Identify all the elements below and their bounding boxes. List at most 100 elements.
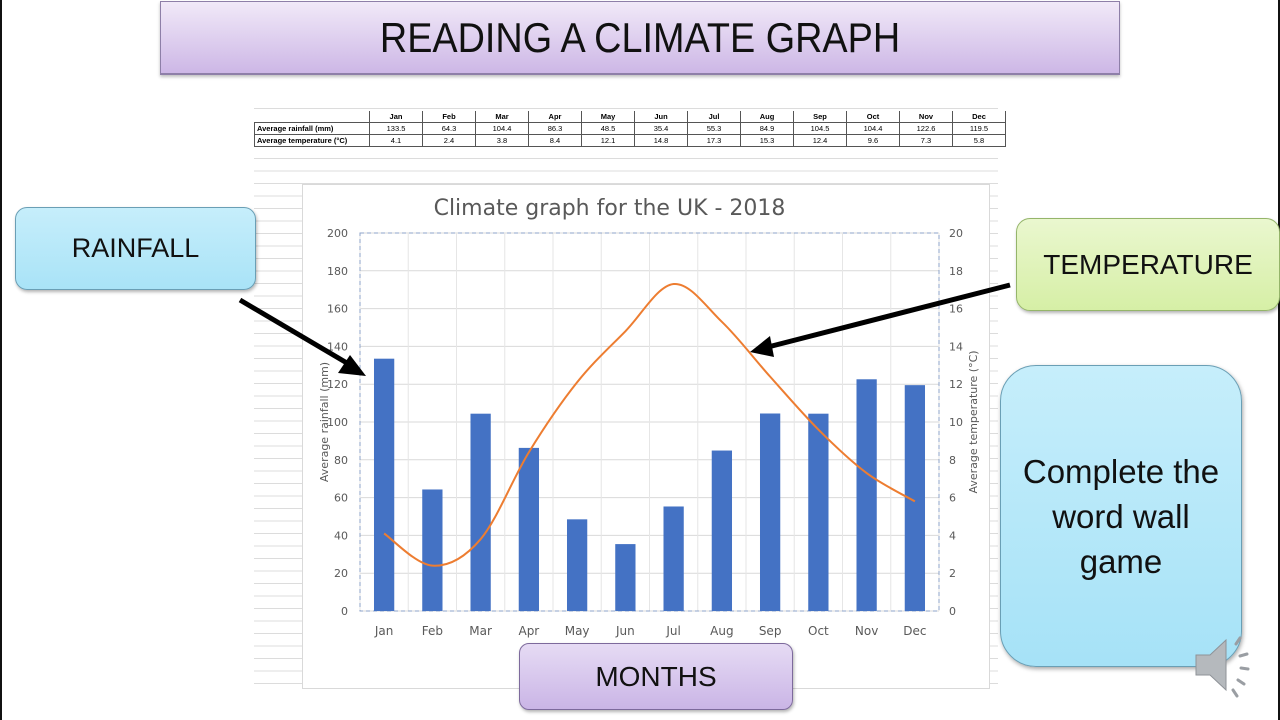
table-cell: 122.6 bbox=[899, 122, 953, 135]
rainfall-bar bbox=[759, 413, 781, 611]
rainfall-bar bbox=[904, 385, 926, 611]
y2-tick-label: 10 bbox=[949, 416, 963, 429]
table-cell: 9.6 bbox=[846, 134, 900, 147]
table-row-rainfall: Average rainfall (mm) 133.5 64.3 104.4 86.3… bbox=[254, 122, 1006, 135]
table-cell: 12.1 bbox=[581, 134, 635, 147]
column-header: Feb bbox=[422, 111, 476, 123]
x-tick-label: Sep bbox=[759, 624, 782, 638]
rainfall-bar bbox=[566, 519, 588, 611]
rainfall-bar bbox=[663, 506, 684, 611]
row-label: Average temperature (°C) bbox=[254, 134, 370, 147]
x-tick-label: Dec bbox=[903, 624, 926, 638]
table-cell: 104.5 bbox=[793, 122, 847, 135]
rainfall-bar bbox=[711, 450, 733, 611]
table-corner-cell bbox=[254, 111, 370, 123]
x-tick-label: Oct bbox=[808, 624, 829, 638]
x-tick-label: Feb bbox=[422, 624, 443, 638]
y-axis-title: Average rainfall (mm) bbox=[318, 362, 331, 482]
rainfall-bar bbox=[615, 544, 636, 611]
column-header: Aug bbox=[740, 111, 794, 123]
rainfall-bar bbox=[518, 447, 540, 611]
table-row-temperature: Average temperature (°C) 4.1 2.4 3.8 8.4 12.… bbox=[254, 134, 1006, 147]
x-tick-label: Apr bbox=[518, 624, 539, 638]
x-tick-label: Aug bbox=[710, 624, 733, 638]
y-tick-label: 40 bbox=[334, 529, 348, 542]
table-cell: 3.8 bbox=[475, 134, 529, 147]
rainfall-bar bbox=[373, 358, 395, 611]
temperature-label: TEMPERATURE bbox=[1043, 248, 1253, 280]
word-wall-game-callout: Complete the word wall game bbox=[1000, 365, 1242, 667]
table-cell: 35.4 bbox=[634, 122, 688, 135]
x-tick-label: Jan bbox=[374, 624, 394, 638]
y2-tick-label: 2 bbox=[949, 567, 956, 580]
column-header: Jul bbox=[687, 111, 741, 123]
rainfall-label: RAINFALL bbox=[71, 233, 200, 263]
chart-canvas: Climate graph for the UK - 2018020406080… bbox=[318, 196, 980, 638]
y-tick-label: 60 bbox=[334, 492, 348, 505]
column-header: May bbox=[581, 111, 635, 123]
column-header: Mar bbox=[475, 111, 529, 123]
y-tick-label: 180 bbox=[327, 265, 348, 278]
table-cell: 104.4 bbox=[846, 122, 900, 135]
table-cell: 64.3 bbox=[422, 122, 476, 135]
table-cell: 104.4 bbox=[475, 122, 529, 135]
column-header: Dec bbox=[952, 111, 1006, 123]
y2-tick-label: 6 bbox=[949, 492, 956, 505]
x-tick-label: Nov bbox=[855, 624, 878, 638]
x-tick-label: Jun bbox=[615, 624, 635, 638]
y2-tick-label: 18 bbox=[949, 265, 963, 278]
column-header: Sep bbox=[793, 111, 847, 123]
y-tick-label: 120 bbox=[327, 378, 348, 391]
column-header: Oct bbox=[846, 111, 900, 123]
y-tick-label: 80 bbox=[334, 454, 348, 467]
column-header: Nov bbox=[899, 111, 953, 123]
y2-tick-label: 12 bbox=[949, 378, 963, 391]
table-cell: 4.1 bbox=[369, 134, 423, 147]
y2-tick-label: 8 bbox=[949, 454, 956, 467]
y2-tick-label: 0 bbox=[949, 605, 956, 618]
x-tick-label: Mar bbox=[469, 624, 492, 638]
slide-left-border bbox=[0, 0, 2, 720]
rainfall-callout: RAINFALL bbox=[15, 207, 256, 290]
table-cell: 12.4 bbox=[793, 134, 847, 147]
table-cell: 14.8 bbox=[634, 134, 688, 147]
climate-chart: Climate graph for the UK - 2018 0 20 40 60 80… bbox=[302, 184, 990, 689]
table-cell: 133.5 bbox=[369, 122, 423, 135]
y2-tick-label: 20 bbox=[949, 227, 963, 240]
rainfall-bar bbox=[470, 413, 491, 611]
plot-area-border bbox=[359, 232, 940, 612]
table-cell: 55.3 bbox=[687, 122, 741, 135]
temperature-line bbox=[383, 283, 916, 567]
rainfall-bar bbox=[856, 379, 877, 611]
table-header-row: Jan Feb Mar Apr May Jun Jul Aug Sep Oct Nov Dec bbox=[254, 111, 1006, 123]
y-tick-label: 140 bbox=[327, 340, 348, 353]
row-label: Average rainfall (mm) bbox=[254, 122, 370, 135]
table-cell: 2.4 bbox=[422, 134, 476, 147]
table-cell: 7.3 bbox=[899, 134, 953, 147]
x-tick-label: Jul bbox=[665, 624, 680, 638]
table-cell: 119.5 bbox=[952, 122, 1006, 135]
y-tick-label: 200 bbox=[327, 227, 348, 240]
word-wall-game-label: Complete the word wall game bbox=[1022, 452, 1220, 580]
rainfall-bar bbox=[422, 489, 443, 611]
column-header: Jan bbox=[369, 111, 423, 123]
y-tick-label: 0 bbox=[341, 605, 348, 618]
table-cell: 48.5 bbox=[581, 122, 635, 135]
slide-title: READING A CLIMATE GRAPH bbox=[379, 13, 901, 61]
speaker-icon[interactable] bbox=[1192, 630, 1260, 700]
rainfall-bar bbox=[808, 413, 829, 611]
x-tick-label: May bbox=[565, 624, 590, 638]
y2-tick-label: 14 bbox=[949, 340, 963, 353]
climate-data-table: Jan Feb Mar Apr May Jun Jul Aug Sep Oct Nov Dec Ave… bbox=[254, 111, 1006, 147]
y-tick-label: 160 bbox=[327, 303, 348, 316]
slide-title-banner: READING A CLIMATE GRAPH bbox=[160, 1, 1120, 75]
column-header: Apr bbox=[528, 111, 582, 123]
y2-axis-title: Average temperature (°C) bbox=[967, 350, 980, 493]
table-cell: 15.3 bbox=[740, 134, 794, 147]
table-cell: 17.3 bbox=[687, 134, 741, 147]
table-cell: 5.8 bbox=[952, 134, 1006, 147]
table-cell: 84.9 bbox=[740, 122, 794, 135]
months-label: MONTHS bbox=[595, 660, 717, 692]
table-cell: 8.4 bbox=[528, 134, 582, 147]
y-tick-label: 100 bbox=[327, 416, 348, 429]
